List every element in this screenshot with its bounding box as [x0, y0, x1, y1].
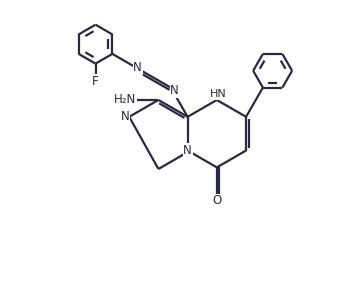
Text: N: N	[183, 144, 192, 157]
Text: HN: HN	[210, 89, 227, 99]
Text: N: N	[170, 84, 179, 97]
Text: O: O	[212, 194, 221, 207]
Text: F: F	[92, 75, 99, 88]
Text: H₂N: H₂N	[114, 93, 136, 107]
Text: N: N	[134, 61, 142, 74]
Text: N: N	[121, 110, 130, 123]
